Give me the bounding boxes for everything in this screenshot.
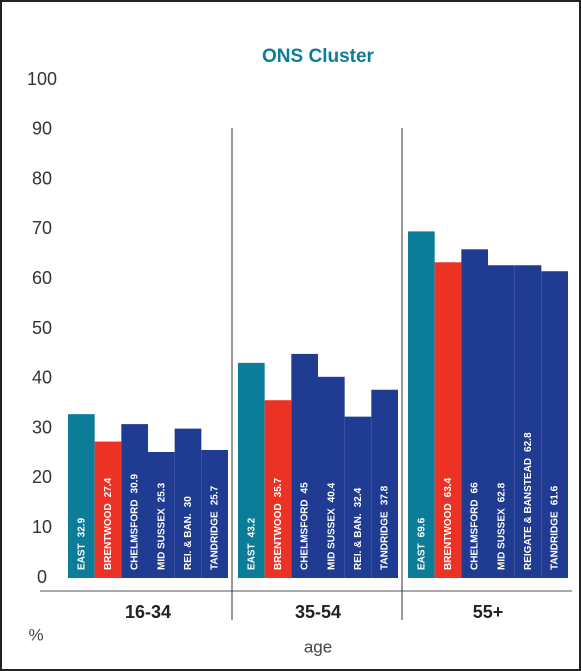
y-tick-label: 40	[32, 368, 52, 388]
bar-label: REI. & BAN. 30	[183, 496, 194, 570]
bar-label-value: 61.6	[549, 485, 560, 505]
x-tick-label: 55+	[473, 602, 504, 622]
y-tick-label: 90	[32, 119, 52, 139]
bar	[488, 265, 515, 578]
bar-label-name: TANDRIDGE	[209, 511, 220, 570]
bar-label: EAST 43.2	[246, 517, 257, 570]
bar	[148, 452, 175, 578]
bar-label-value: 25.7	[209, 485, 220, 505]
bar-label-value: 27.4	[103, 477, 114, 497]
bar	[514, 265, 542, 578]
y-tick-label: 20	[32, 467, 52, 487]
bar	[371, 389, 398, 578]
bar-label-value: 30	[183, 496, 194, 508]
y-tick-label: 0	[37, 567, 47, 587]
bar-label: MID SUSSEX 25.3	[156, 482, 167, 570]
bar-label: EAST 32.9	[76, 517, 87, 570]
bar-label-value: 63.4	[443, 477, 454, 497]
bar-label-value: 25.3	[156, 482, 167, 502]
bar-label-value: 32.4	[353, 487, 364, 507]
bar-label-name: REI. & BAN.	[183, 513, 194, 570]
bar-label-name: CHELMSFORD	[129, 499, 140, 570]
bar-label-name: EAST	[416, 543, 427, 570]
bar-label: MID SUSSEX 40.4	[326, 482, 337, 570]
bar	[344, 416, 372, 578]
bar-label: TANDRIDGE 37.8	[379, 485, 390, 570]
bar-label: BRENTWOOD 27.4	[103, 477, 114, 570]
bar-label-name: CHELMSFORD	[299, 499, 310, 570]
bar-label-name: BRENTWOOD	[103, 503, 114, 570]
bar-label-value: 30.9	[129, 474, 140, 494]
bar-label-value: 32.9	[76, 517, 87, 537]
x-tick-label: 35-54	[295, 602, 341, 622]
bar-label-name: TANDRIDGE	[549, 511, 560, 570]
bar	[541, 271, 568, 578]
bar-label: REIGATE & BANSTEAD 62.8	[523, 432, 534, 570]
bar-label-name: BRENTWOOD	[273, 503, 284, 570]
y-tick-label: 30	[32, 417, 52, 437]
bar-label-name: TANDRIDGE	[379, 511, 390, 570]
bar-label-name: MID SUSSEX	[496, 508, 507, 570]
bar	[264, 400, 292, 578]
chart-title: ONS Cluster	[262, 46, 375, 67]
bar-label-name: MID SUSSEX	[326, 508, 337, 570]
bar	[174, 428, 202, 578]
bar-label-value: 43.2	[246, 517, 257, 537]
bar	[408, 231, 435, 578]
bar-label-name: MID SUSSEX	[156, 508, 167, 570]
bar-label-name: CHELMSFORD	[469, 499, 480, 570]
bar	[68, 414, 95, 578]
bar-label-value: 66	[469, 482, 480, 494]
y-tick-label: 80	[32, 168, 52, 188]
bar-label-value: 45	[299, 482, 310, 494]
y-axis-label: %	[28, 625, 43, 644]
bar-label-value: 69.6	[416, 517, 427, 537]
bar	[238, 362, 265, 578]
bar-label-name: EAST	[76, 543, 87, 570]
bar-label: BRENTWOOD 35.7	[273, 477, 284, 570]
bar	[94, 441, 122, 578]
x-axis-label: age	[304, 637, 332, 656]
y-tick-label: 100	[27, 69, 57, 89]
bar-label: TANDRIDGE 25.7	[209, 485, 220, 570]
bar	[461, 249, 488, 578]
bar	[291, 353, 318, 578]
bar-label: CHELMSFORD 45	[299, 482, 310, 570]
x-tick-label: 16-34	[125, 602, 171, 622]
bar	[121, 424, 148, 578]
bar-label: CHELMSFORD 66	[469, 482, 480, 570]
bar-label-name: BRENTWOOD	[443, 503, 454, 570]
bar-label: TANDRIDGE 61.6	[549, 485, 560, 570]
bar-label: EAST 69.6	[416, 517, 427, 570]
y-tick-label: 60	[32, 268, 52, 288]
bar-label-value: 62.8	[523, 432, 534, 452]
y-tick-label: 10	[32, 517, 52, 537]
bar-label-value: 35.7	[273, 477, 284, 497]
bar-label: CHELMSFORD 30.9	[129, 474, 140, 570]
bar-label: MID SUSSEX 62.8	[496, 482, 507, 570]
bar	[318, 376, 345, 578]
bar-label-name: EAST	[246, 543, 257, 570]
bar-label-name: REIGATE & BANSTEAD	[523, 458, 534, 570]
bar-label-value: 62.8	[496, 482, 507, 502]
bar-label-value: 40.4	[326, 482, 337, 502]
y-tick-label: 70	[32, 218, 52, 238]
bar-label: REI. & BAN. 32.4	[353, 487, 364, 570]
bar-label-name: REI. & BAN.	[353, 513, 364, 570]
bar	[434, 262, 462, 578]
bar-label: BRENTWOOD 63.4	[443, 477, 454, 570]
bar-label-value: 37.8	[379, 485, 390, 505]
y-tick-label: 50	[32, 318, 52, 338]
bar	[201, 450, 228, 578]
